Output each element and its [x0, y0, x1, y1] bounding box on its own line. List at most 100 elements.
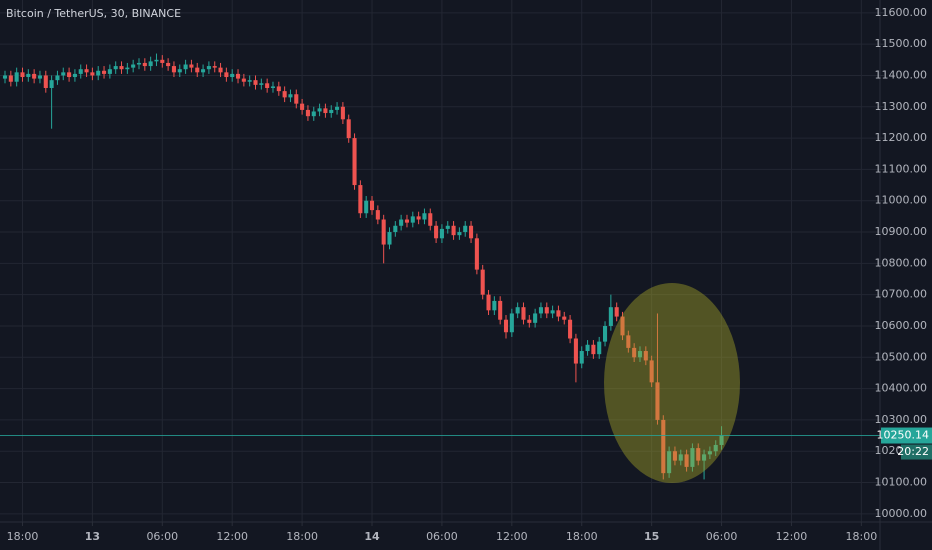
candle-body [55, 75, 60, 81]
y-tick-label: 11600.00 [875, 6, 928, 19]
candle-body [369, 200, 375, 211]
candle-body [422, 213, 427, 220]
candle-body [480, 269, 485, 295]
candle-body [597, 341, 602, 355]
x-tick-label: 06:00 [706, 530, 738, 543]
candle-body [393, 225, 398, 233]
x-tick-label: 12:00 [776, 530, 808, 543]
candle-body [329, 109, 334, 114]
candle-body [672, 451, 677, 461]
y-tick-label: 10500.00 [875, 350, 928, 363]
candle-body [49, 80, 54, 88]
y-tick-label: 10000.00 [875, 507, 928, 520]
candle-body [416, 216, 421, 220]
y-tick-label: 11100.00 [875, 162, 928, 175]
candle-body [189, 64, 194, 68]
candle-body [14, 72, 19, 82]
y-tick-label: 11200.00 [875, 131, 928, 144]
candle-body [317, 108, 322, 112]
candle-body [434, 225, 439, 239]
candle-body [562, 316, 567, 320]
candle-body [148, 61, 153, 67]
candle-body [352, 138, 357, 186]
candle-body [276, 86, 281, 92]
candle-body [183, 64, 188, 70]
candle-body [457, 232, 462, 236]
x-tick-label: 06:00 [146, 530, 178, 543]
y-tick-label: 10400.00 [875, 382, 928, 395]
y-tick-label: 11000.00 [875, 194, 928, 207]
candle-body [486, 294, 491, 311]
candle-body [719, 435, 724, 445]
x-tick-label: 18:00 [566, 530, 598, 543]
candle-body [43, 75, 48, 88]
candle-body [224, 72, 229, 78]
candle-body [119, 66, 124, 70]
x-tick-label: 14 [364, 530, 380, 543]
candle-body [107, 69, 112, 74]
candle-body [166, 62, 171, 67]
candle-body [26, 73, 31, 78]
candle-body [375, 210, 380, 220]
candle-body [550, 310, 555, 314]
candle-body [84, 69, 89, 73]
candle-body [498, 300, 503, 320]
candle-body [591, 344, 596, 355]
candle-body [387, 232, 392, 245]
candle-body [364, 200, 369, 214]
candle-body [602, 325, 608, 342]
candle-body [381, 219, 386, 245]
candle-body [655, 382, 660, 420]
last-price-label: 10250.14 [877, 429, 930, 442]
y-tick-label: 10600.00 [875, 319, 928, 332]
candle-body [235, 73, 241, 79]
candle-body [614, 307, 619, 317]
candle-body [136, 62, 142, 65]
y-tick-label: 10300.00 [875, 413, 928, 426]
candle-body [684, 454, 689, 467]
candle-body [32, 73, 37, 79]
candle-body [649, 360, 654, 383]
highlight-ellipse [604, 283, 740, 483]
candle-body [113, 66, 118, 70]
candle-body [102, 70, 107, 74]
candle-body [125, 67, 130, 70]
candle-body [346, 119, 351, 139]
x-tick-label: 06:00 [426, 530, 458, 543]
candle-body [515, 307, 520, 314]
candle-body [544, 307, 549, 314]
x-tick-label: 12:00 [216, 530, 248, 543]
candle-body [340, 106, 345, 120]
candle-body [160, 59, 165, 63]
candle-body [218, 67, 223, 73]
grid [0, 0, 880, 522]
candle-body [96, 70, 101, 76]
candle-body [253, 80, 258, 85]
candle-body [509, 313, 514, 333]
candle-body [67, 72, 72, 78]
candle-body [294, 94, 299, 104]
candle-body [585, 344, 590, 352]
candle-body [538, 307, 543, 314]
candle-body [445, 225, 450, 229]
candle-body [241, 78, 246, 82]
candle-body [503, 319, 509, 333]
candle-body [469, 225, 474, 239]
candle-body [568, 319, 573, 339]
candle-body [78, 69, 83, 74]
candle-body [282, 91, 287, 98]
countdown-box [901, 444, 932, 460]
candle-body [707, 451, 712, 455]
x-tick-label: 13 [85, 530, 100, 543]
candle-body [90, 72, 95, 76]
candle-body [270, 86, 276, 88]
candle-body [2, 75, 8, 79]
candle-body [579, 351, 584, 364]
candle-body [72, 73, 77, 78]
axes: 10000.0010100.0010200.0010300.0010400.00… [7, 6, 932, 543]
y-tick-label: 10800.00 [875, 256, 928, 269]
x-tick-label: 18:00 [846, 530, 878, 543]
candle-body [474, 238, 479, 270]
candle-body [404, 219, 410, 223]
